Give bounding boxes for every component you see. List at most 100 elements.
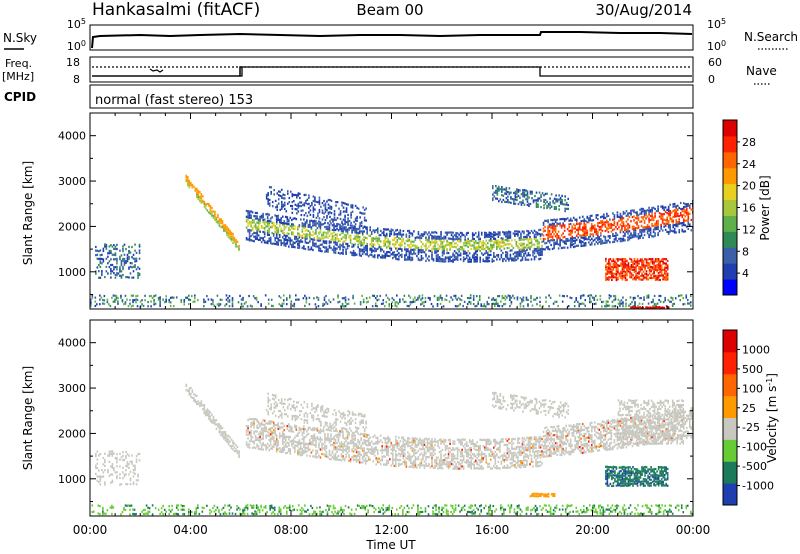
echo-cell (659, 260, 661, 263)
echo-cell (648, 272, 651, 275)
echo-cell (346, 244, 349, 247)
echo-cell (648, 264, 651, 267)
echo-cell (280, 434, 283, 437)
echo-cell (619, 216, 622, 220)
echo-cell (90, 301, 92, 304)
echo-cell (477, 248, 480, 251)
echo-cell (301, 442, 304, 445)
echo-cell (673, 227, 676, 230)
echo-cell (432, 259, 435, 262)
echo-cell (563, 229, 566, 232)
echo-cell (323, 298, 326, 302)
echo-cell (461, 248, 463, 251)
echo-cell (114, 294, 116, 297)
echo-cell (496, 254, 498, 257)
echo-cell (621, 239, 623, 243)
echo-cell (407, 256, 409, 259)
echo-cell (633, 229, 635, 232)
echo-cell (336, 442, 338, 445)
echo-cell (111, 245, 114, 248)
echo-cell (117, 272, 120, 275)
echo-cell (328, 246, 331, 249)
echo-cell (617, 276, 619, 279)
echo-cell (495, 191, 497, 194)
echo-cell (533, 243, 536, 246)
echo-cell (342, 246, 344, 249)
echo-cell (352, 254, 355, 257)
echo-cell (378, 244, 381, 247)
echo-cell (221, 226, 224, 229)
echo-cell (529, 235, 531, 239)
echo-cell (341, 201, 343, 204)
echo-cell (194, 294, 196, 297)
echo-cell (529, 190, 532, 193)
echo-cell (281, 434, 284, 437)
echo-cell (272, 424, 275, 428)
echo-cell (619, 237, 622, 240)
nsky-panel: N.Sky 105 100 105 100 N.Search (3, 17, 798, 54)
echo-cell (648, 225, 650, 228)
echo-cell (399, 241, 402, 245)
echo-cell (99, 298, 101, 301)
echo-cell (660, 268, 663, 272)
echo-cell (614, 265, 616, 269)
echo-cell (291, 428, 293, 431)
echo-cell (645, 209, 647, 213)
echo-cell (345, 226, 347, 229)
echo-cell (628, 234, 631, 237)
echo-cell (265, 448, 267, 451)
echo-cell (395, 435, 397, 438)
echo-cell (516, 298, 519, 301)
echo-cell (529, 248, 531, 251)
echo-cell (284, 452, 287, 455)
echo-cell (376, 457, 379, 460)
echo-cell (479, 256, 482, 259)
echo-cell (654, 226, 656, 230)
echo-cell (271, 224, 274, 227)
echo-cell (604, 241, 607, 245)
echo-cell (485, 256, 488, 259)
echo-cell (561, 294, 564, 298)
echo-cell (280, 188, 283, 191)
echo-cell (691, 206, 693, 210)
echo-cell (429, 243, 432, 246)
echo-cell (663, 306, 665, 309)
echo-cell (411, 232, 414, 235)
echo-cell (446, 231, 448, 234)
echo-cell (390, 452, 393, 455)
echo-cell (355, 451, 358, 454)
echo-cell (592, 233, 595, 236)
echo-cell (565, 207, 568, 211)
echo-cell (153, 303, 155, 306)
echo-cell (660, 223, 662, 226)
echo-cell (265, 444, 267, 447)
echo-cell (587, 237, 590, 241)
echo-cell (360, 212, 363, 215)
echo-cell (272, 222, 275, 225)
echo-cell (300, 428, 302, 432)
echo-cell (372, 460, 375, 463)
echo-cell (411, 253, 414, 256)
echo-cell (373, 250, 376, 253)
echo-cell (333, 226, 335, 230)
echo-cell (297, 441, 299, 444)
echo-cell (395, 464, 397, 468)
echo-cell (367, 234, 370, 237)
echo-cell (467, 249, 469, 253)
echo-cell (254, 297, 256, 300)
echo-cell (284, 443, 287, 446)
echo-cell (373, 243, 376, 246)
nsearch-tick-top: 105 (707, 17, 726, 32)
echo-cell (612, 263, 615, 267)
echo-cell (217, 215, 219, 219)
echo-cell (306, 434, 308, 437)
echo-cell (373, 247, 376, 250)
echo-cell (583, 242, 586, 245)
echo-cell (651, 222, 653, 226)
echo-cell (260, 427, 263, 430)
echo-cell (608, 278, 610, 281)
echo-cell (636, 221, 638, 224)
echo-cell (131, 276, 133, 279)
echo-cell (339, 217, 342, 221)
echo-cell (329, 199, 331, 202)
